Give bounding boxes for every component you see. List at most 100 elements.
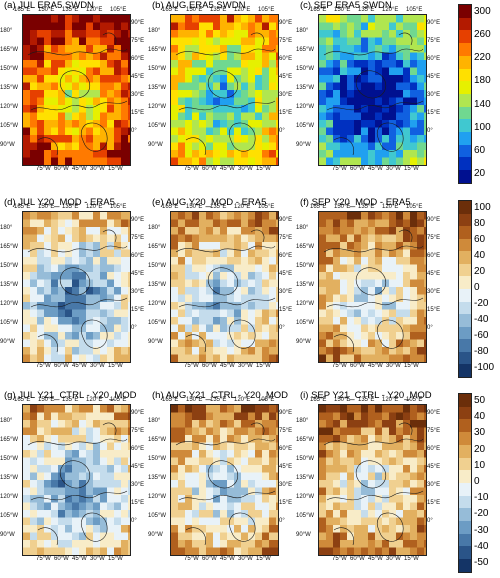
colorbar-label: -60	[474, 330, 489, 341]
tick-label: 135°E	[358, 204, 375, 210]
tick-label: 75°E	[279, 38, 293, 44]
colorbar-label: -40	[474, 540, 489, 552]
tick-label: 15°W	[404, 166, 419, 172]
tick-label: 90°E	[279, 410, 293, 416]
tick-label: 75°W	[36, 363, 51, 369]
colorbar-swatch	[459, 276, 471, 289]
colorbar-label: 60	[474, 234, 486, 245]
tick-label: 120°E	[382, 397, 399, 403]
tick-label: 60°E	[279, 56, 293, 62]
colorbar-swatch	[459, 226, 471, 239]
tick-label: 30°W	[238, 556, 253, 562]
colorbar-swatch	[459, 288, 471, 302]
colorbar-swatch	[459, 5, 471, 18]
colorbar-label: 20	[474, 168, 486, 179]
tick-label: 120°E	[86, 204, 103, 210]
colorbar-swatch	[459, 314, 471, 327]
tick-label: 165°W	[296, 47, 315, 53]
panel-title: (e) AUG Y20_MOD - ERA5	[152, 197, 267, 208]
colorbar-swatch	[459, 419, 471, 433]
tick-label: 165°W	[0, 437, 19, 443]
tick-label: 135°W	[0, 85, 19, 91]
tick-label: 90°E	[427, 410, 441, 416]
polar-map	[170, 211, 279, 363]
polar-map	[170, 404, 279, 556]
tick-label: 180°	[296, 225, 309, 231]
map-field	[319, 405, 426, 555]
tick-label: 120°W	[296, 301, 315, 307]
tick-label: 75°E	[427, 235, 441, 241]
colorbar-label: 100	[474, 121, 491, 133]
tick-label: 135°E	[210, 204, 227, 210]
tick-label: 165°E	[14, 7, 31, 13]
colorbar-swatch	[459, 30, 471, 44]
map-field	[319, 15, 426, 165]
colorbar-swatch	[459, 457, 471, 471]
tick-label: 60°W	[202, 166, 217, 172]
tick-label: 60°W	[54, 166, 69, 172]
colorbar-swatch	[459, 521, 471, 534]
colorbar-swatch	[459, 43, 471, 56]
colorbar-label: -80	[474, 346, 489, 357]
tick-label: 120°W	[148, 301, 167, 307]
tick-label: 45°E	[131, 464, 145, 470]
polar-map	[22, 211, 131, 363]
tick-label: 60°W	[202, 363, 217, 369]
tick-label: 120°E	[86, 7, 103, 13]
tick-label: 180°	[296, 418, 309, 424]
tick-label: 15°E	[427, 500, 441, 506]
tick-label: 60°W	[350, 363, 365, 369]
tick-label: 135°E	[62, 204, 79, 210]
colorbar-swatch	[459, 132, 471, 145]
panel-title: (c) SEP ERA5 SWDN	[300, 0, 392, 11]
tick-label: 105°W	[0, 513, 19, 519]
tick-label: 105°E	[406, 204, 423, 210]
tick-label: 150°E	[334, 204, 351, 210]
tick-label: 75°E	[279, 235, 293, 241]
tick-label: 15°E	[131, 307, 145, 313]
tick-label: 15°W	[108, 363, 123, 369]
tick-label: 60°E	[427, 56, 441, 62]
tick-label: 45°W	[72, 556, 87, 562]
map-panel: (i) SEP Y21_CTRL - Y20_MOD 165°E 150°E 135°…	[296, 390, 444, 568]
tick-label: 30°W	[90, 556, 105, 562]
tick-label: 105°W	[0, 320, 19, 326]
tick-label: 150°E	[334, 7, 351, 13]
tick-label: 120°E	[382, 204, 399, 210]
tick-label: 135°E	[210, 7, 227, 13]
colorbar-label: 300	[474, 6, 491, 17]
tick-label: 120°E	[234, 204, 251, 210]
colorbar-swatch	[459, 157, 471, 171]
colorbar-swatch	[459, 170, 471, 183]
colorbar-swatch	[459, 238, 471, 252]
tick-label: 180°	[296, 28, 309, 34]
tick-label: 0°	[427, 128, 433, 134]
tick-label: 105°E	[406, 7, 423, 13]
tick-label: 120°W	[148, 494, 167, 500]
tick-label: 165°W	[0, 244, 19, 250]
tick-label: 0°	[427, 518, 433, 524]
tick-label: 90°E	[131, 217, 145, 223]
tick-label: 105°E	[110, 7, 127, 13]
colorbar-swatch	[459, 533, 471, 547]
colorbar-label: 260	[474, 29, 491, 41]
tick-label: 45°W	[220, 556, 235, 562]
tick-label: 45°W	[72, 166, 87, 172]
colorbar-swatch	[459, 55, 471, 69]
tick-label: 45°E	[131, 271, 145, 277]
tick-label: 15°E	[279, 307, 293, 313]
tick-label: 150°W	[0, 66, 19, 72]
tick-label: 135°E	[358, 397, 375, 403]
tick-label: 135°E	[210, 397, 227, 403]
tick-label: 15°W	[256, 363, 271, 369]
tick-label: 120°E	[234, 397, 251, 403]
tick-label: 30°W	[386, 363, 401, 369]
colorbar	[458, 393, 472, 573]
colorbar-swatch	[459, 482, 471, 496]
colorbar-label: 140	[474, 98, 491, 110]
tick-label: 165°W	[296, 437, 315, 443]
tick-label: 180°	[0, 225, 13, 231]
map-panel: (b) AUG ERA5 SWDN 165°E 150°E 135°E 120°E 105…	[148, 0, 296, 178]
tick-label: 30°E	[427, 92, 441, 98]
tick-label: 180°	[0, 28, 13, 34]
